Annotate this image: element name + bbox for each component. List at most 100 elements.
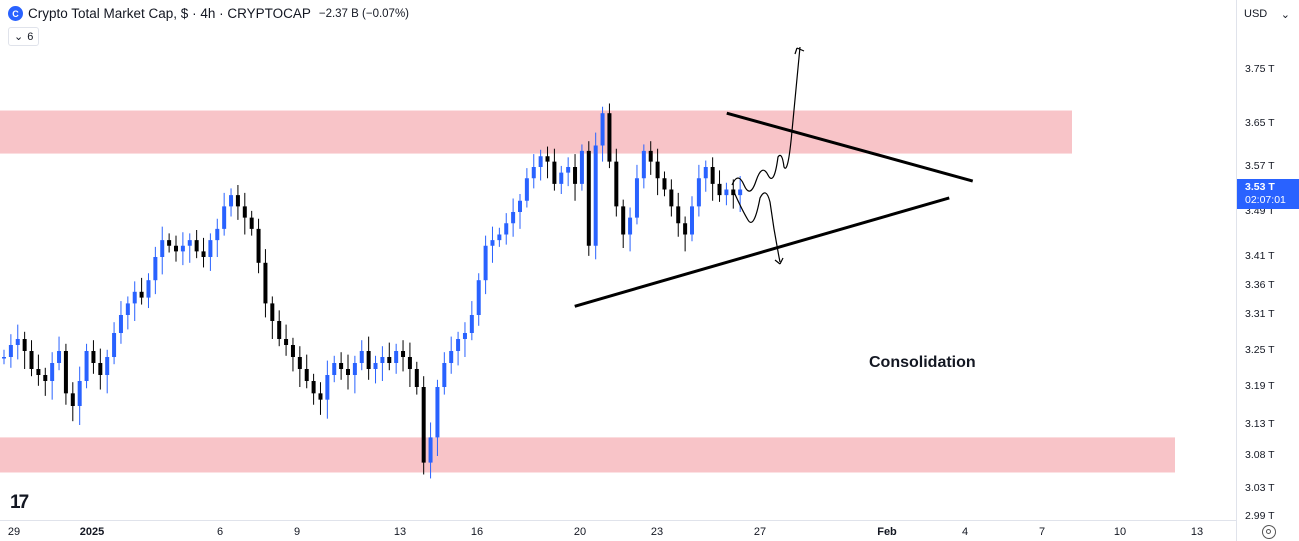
candle-body: [29, 351, 34, 369]
candle-body: [442, 363, 447, 387]
candle-body: [545, 156, 550, 162]
candle-body: [394, 351, 399, 363]
candle-body: [593, 145, 598, 246]
candle-body: [98, 363, 103, 375]
candle-body: [57, 351, 62, 363]
currency-selector[interactable]: USD ⌄: [1240, 4, 1294, 24]
supply-demand-zone: [0, 437, 1175, 473]
candle-body: [435, 387, 440, 438]
tradingview-logo[interactable]: 17: [10, 492, 29, 513]
candle-body: [332, 363, 337, 375]
candle-body: [662, 178, 667, 190]
candle-body: [249, 217, 254, 229]
candle-body: [112, 333, 117, 357]
indicator-toggle-button[interactable]: ⌄ 6: [8, 27, 40, 46]
candle-body: [559, 172, 564, 184]
candle-body: [256, 228, 261, 263]
candle-body: [311, 381, 316, 394]
symbol-title[interactable]: Crypto Total Market Cap, $ · 4h · CRYPTO…: [28, 6, 311, 21]
candle-body: [263, 262, 268, 304]
candle-body: [359, 351, 364, 363]
candle-body: [607, 113, 612, 162]
candle-body: [139, 291, 144, 298]
currency-label: USD: [1244, 8, 1268, 20]
price-tick-label: 3.13 T: [1245, 418, 1275, 430]
candle-body: [696, 178, 701, 207]
candle-body: [63, 351, 68, 394]
candle-body: [15, 339, 20, 345]
time-tick-label: 7: [1038, 526, 1046, 538]
candle-body: [456, 339, 461, 351]
candle-body: [84, 351, 89, 381]
candle-body: [401, 351, 406, 357]
candle-body: [407, 357, 412, 369]
candle-body: [497, 234, 502, 241]
time-tick-label: 10: [1113, 526, 1127, 538]
candle-body: [524, 178, 529, 201]
candle-body: [449, 351, 454, 363]
candles-layer: [2, 103, 743, 479]
price-tick-label: 3.31 T: [1245, 308, 1275, 320]
time-tick-label: 23: [650, 526, 664, 538]
candle-body: [421, 387, 426, 463]
candle-body: [22, 339, 27, 351]
candle-body: [628, 217, 633, 235]
price-tick-label: 3.41 T: [1245, 250, 1275, 262]
price-tick-label: 3.57 T: [1245, 160, 1275, 172]
candle-body: [586, 150, 591, 246]
candle-body: [518, 200, 522, 212]
candle-body: [634, 178, 639, 218]
candle-body: [43, 375, 48, 381]
candle-body: [552, 161, 557, 184]
candle-body: [242, 206, 247, 218]
candle-body: [469, 315, 474, 333]
candle-body: [105, 357, 110, 375]
candle-body: [366, 351, 371, 369]
candle-body: [676, 206, 681, 224]
candle-body: [208, 240, 213, 257]
projection-breakdown-down: [733, 191, 781, 263]
settings-icon[interactable]: [1262, 525, 1276, 539]
candle-body: [125, 303, 130, 315]
candle-body: [724, 189, 729, 196]
candle-body: [8, 345, 13, 357]
candle-body: [167, 240, 172, 246]
candle-body: [146, 280, 151, 298]
candle-body: [91, 351, 96, 363]
cryptocap-logo-icon: C: [8, 6, 23, 21]
price-tick-label: 3.08 T: [1245, 449, 1275, 461]
indicator-count: 6: [27, 30, 34, 43]
countdown-timer: 02:07:01: [1245, 194, 1286, 206]
candle-body: [380, 357, 385, 363]
candle-body: [174, 245, 178, 252]
time-axis[interactable]: 29 2025 6 9 13 16 20 23 27 Feb 4 7 10 13: [0, 520, 1236, 541]
candle-body: [738, 189, 743, 196]
candle-body: [703, 167, 708, 179]
candle-body: [566, 167, 571, 173]
candle-body: [648, 150, 653, 162]
candle-body: [290, 345, 295, 357]
price-axis[interactable]: 3.75 T 3.65 T 3.57 T 3.49 T 3.41 T 3.36 T 3.31…: [1236, 0, 1299, 541]
time-tick-label: 4: [961, 526, 969, 538]
candle-body: [731, 189, 736, 196]
candle-body: [490, 240, 495, 246]
time-tick-label: 27: [753, 526, 767, 538]
price-change: −2.37 B (−0.07%): [318, 7, 410, 20]
candle-body: [118, 315, 123, 333]
price-tick-label: 3.36 T: [1245, 279, 1275, 291]
price-tick-label: 3.19 T: [1245, 380, 1275, 392]
candle-body: [222, 206, 227, 229]
candle-body: [132, 291, 137, 304]
candle-body: [373, 363, 378, 369]
candle-body: [511, 212, 516, 224]
chevron-down-icon: ⌄: [14, 31, 24, 43]
candle-body: [180, 245, 185, 252]
projection-breakout-up: [731, 46, 801, 192]
candle-body: [655, 161, 660, 179]
price-chart[interactable]: [0, 0, 1236, 520]
time-tick-label: 2025: [79, 526, 105, 538]
price-tick-label: 3.03 T: [1245, 482, 1275, 494]
candle-body: [579, 150, 584, 184]
candle-body: [70, 393, 75, 406]
candle-body: [717, 183, 722, 196]
